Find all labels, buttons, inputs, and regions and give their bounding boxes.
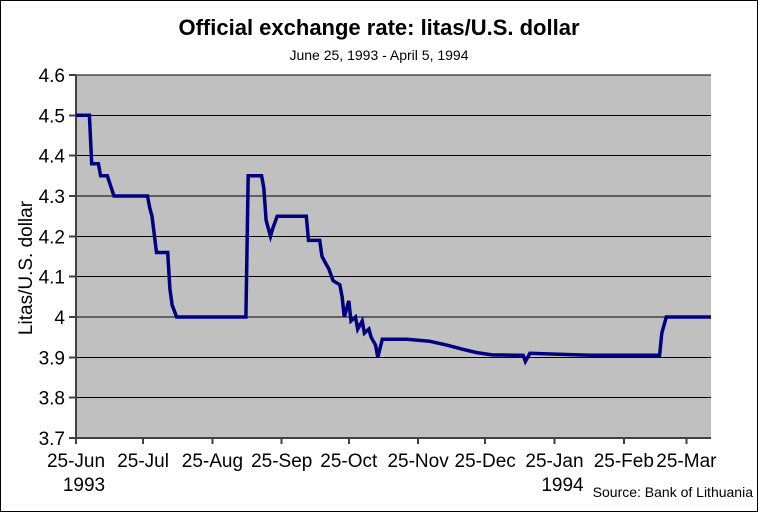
y-tick-label: 3.9 <box>39 348 65 369</box>
x-tick-label: 25-Oct <box>320 451 378 472</box>
x-tick-label: 25-Jun <box>47 451 105 472</box>
x-tick-label: 25-Mar <box>656 451 717 472</box>
x-tick-label: 25-Aug <box>182 451 243 472</box>
x-axis-year-label: 1993 <box>63 475 105 496</box>
source-label: Source: Bank of Lithuania <box>592 484 753 500</box>
plot-area <box>76 75 711 438</box>
y-tick-label: 4.6 <box>39 66 65 87</box>
y-tick-label: 4.4 <box>39 147 66 168</box>
y-axis-title: Litas/U.S. dollar <box>16 200 37 336</box>
y-tick-label: 4.3 <box>39 187 65 208</box>
x-tick-label: 25-Jul <box>117 451 169 472</box>
exchange-rate-line <box>76 113 711 366</box>
chart-subtitle: June 25, 1993 - April 5, 1994 <box>289 47 469 63</box>
y-tick-label: 3.7 <box>39 429 65 450</box>
y-tick-label: 4 <box>54 308 65 329</box>
x-tick-label: 25-Nov <box>387 451 449 472</box>
x-axis-year-label: 1994 <box>541 475 584 496</box>
x-tick-label: 25-Dec <box>455 451 516 472</box>
y-tick-label: 4.2 <box>39 227 65 248</box>
x-tick-label: 25-Sep <box>251 451 312 472</box>
y-tick-label: 4.1 <box>39 268 65 289</box>
x-tick-label: 25-Jan <box>525 451 583 472</box>
x-tick-label: 25-Feb <box>594 451 654 472</box>
chart-title: Official exchange rate: litas/U.S. dolla… <box>178 15 580 40</box>
y-tick-label: 3.8 <box>39 389 65 410</box>
y-tick-label: 4.5 <box>39 106 65 127</box>
